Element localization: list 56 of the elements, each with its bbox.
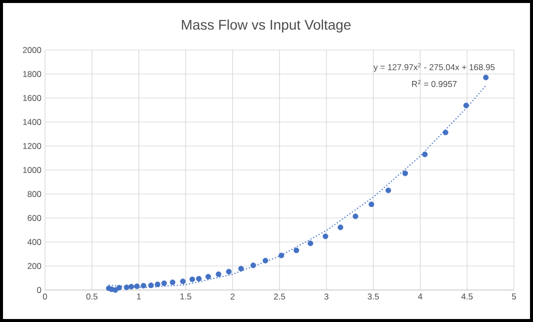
- x-tick-label: 5: [512, 294, 516, 300]
- point: [161, 280, 167, 286]
- y-tick-label: 1000: [23, 166, 42, 174]
- chart-title: Mass Flow vs Input Voltage: [182, 19, 351, 33]
- y-tick-label: 200: [28, 263, 42, 270]
- x-tick-label: 1.5: [180, 294, 192, 300]
- point: [124, 284, 130, 290]
- y-tick-label: 1800: [23, 70, 42, 78]
- x-tick-label: 0: [42, 294, 48, 300]
- point: [368, 202, 374, 208]
- x-tick-label: 4: [418, 294, 422, 300]
- x-tick-label: 0.5: [86, 294, 98, 300]
- point: [170, 280, 176, 286]
- point: [180, 278, 186, 284]
- point: [463, 102, 469, 108]
- annotation: R$^{2}$ = 0.9957: [412, 80, 457, 87]
- y-tick-label: 2000: [22, 46, 42, 54]
- y-tick-label: 1400: [23, 118, 42, 126]
- point: [116, 284, 122, 291]
- y-tick-label: 1200: [23, 143, 42, 150]
- point: [128, 284, 134, 290]
- point: [422, 152, 428, 158]
- point: [338, 224, 344, 230]
- annotation: y = 127.97x$^{2}$ - 275.04x + 168.95: [374, 63, 495, 72]
- point: [402, 170, 408, 176]
- point: [308, 240, 314, 246]
- x-tick-label: 4.5: [461, 294, 473, 300]
- x-tick-label: 2: [230, 294, 235, 300]
- point: [442, 130, 448, 136]
- x-tick-label: 3.5: [368, 294, 379, 300]
- y-tick-label: 400: [27, 238, 42, 246]
- point: [140, 282, 146, 288]
- point: [483, 74, 489, 80]
- y-tick-label: 1600: [23, 94, 42, 102]
- x-tick-label: 3: [324, 294, 328, 300]
- point: [250, 262, 256, 268]
- x-tick-label: 2.5: [274, 294, 286, 300]
- point: [294, 248, 300, 254]
- point: [238, 266, 244, 272]
- point: [322, 234, 328, 240]
- point: [386, 188, 392, 194]
- y-tick-label: 800: [28, 191, 42, 198]
- point: [278, 252, 284, 258]
- point: [189, 276, 196, 282]
- point: [154, 282, 160, 288]
- point: [226, 268, 232, 274]
- point: [196, 276, 202, 282]
- y-tick-label: 600: [28, 214, 42, 222]
- point: [352, 214, 358, 220]
- point: [148, 282, 154, 288]
- point: [216, 271, 222, 278]
- y-tick-label: 0: [37, 286, 42, 294]
- point: [134, 283, 140, 290]
- point: [262, 258, 268, 264]
- point: [205, 274, 212, 280]
- x-tick-label: 1: [137, 294, 141, 300]
